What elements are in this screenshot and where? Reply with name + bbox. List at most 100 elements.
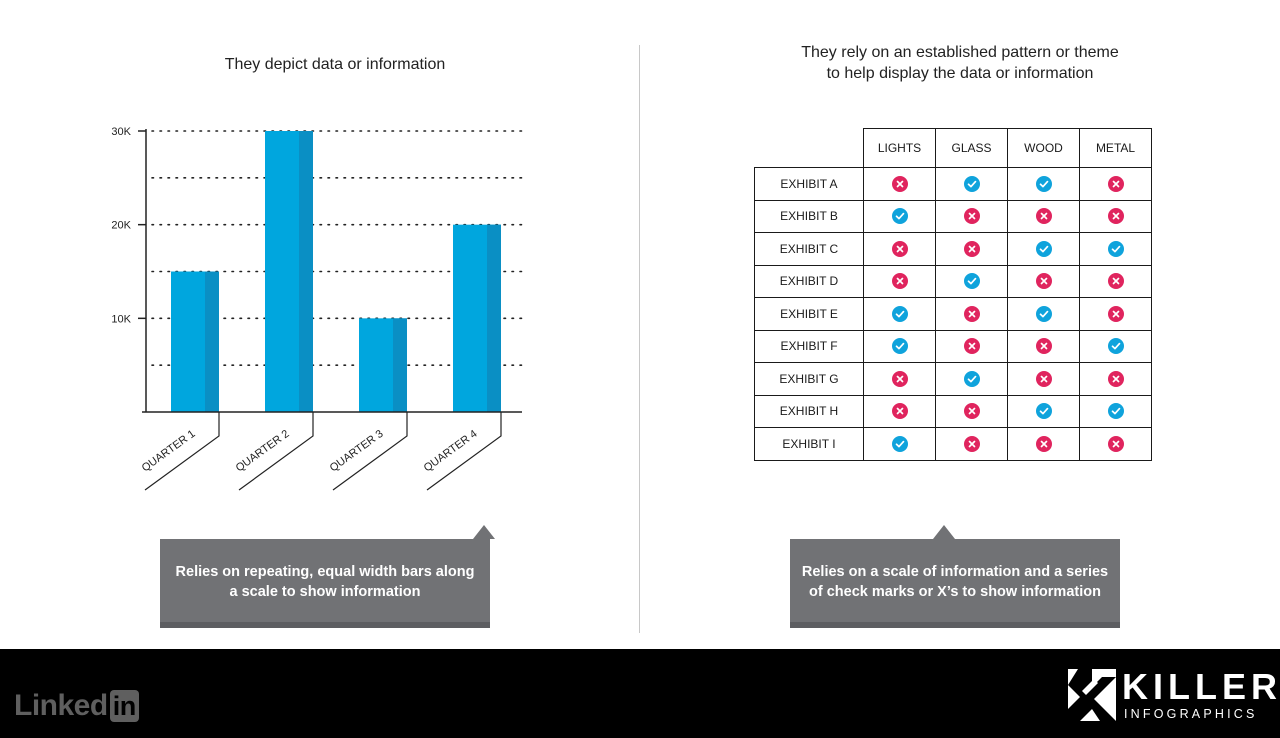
brand-name: KILLER [1122, 666, 1280, 707]
table-cell [935, 232, 1008, 266]
y-tick-label: 20K [111, 220, 131, 232]
linkedin-wordmark: Linked [14, 689, 108, 722]
cross-icon [1035, 338, 1052, 355]
row-label: EXHIBIT H [754, 394, 864, 428]
table-row: EXHIBIT C [754, 232, 1152, 266]
cross-icon [1107, 370, 1124, 387]
column-header-lights: LIGHTS [863, 128, 936, 168]
table-cell [1007, 427, 1080, 461]
y-tick-label: 30K [111, 126, 131, 138]
check-icon [891, 435, 908, 452]
table-cell [935, 297, 1008, 331]
left-title: They depict data or information [224, 56, 446, 73]
callout-pointer [473, 525, 495, 539]
category-guide-line [238, 412, 314, 491]
row-label: EXHIBIT B [754, 199, 864, 233]
cross-icon [963, 240, 980, 257]
table-cell [863, 297, 936, 331]
category-label: QUARTER 2 [234, 428, 292, 475]
callout-table: Relies on a scale of information and a s… [790, 525, 1120, 628]
cross-icon [1107, 208, 1124, 225]
table-cell [1007, 297, 1080, 331]
table-cell [1079, 394, 1152, 428]
table-cell [863, 394, 936, 428]
cross-icon [1035, 208, 1052, 225]
cross-icon [891, 240, 908, 257]
cross-icon [963, 338, 980, 355]
check-icon [891, 338, 908, 355]
table-cell [935, 329, 1008, 363]
row-label: EXHIBIT G [754, 362, 864, 396]
center-divider [639, 45, 640, 633]
bar-shade-4 [487, 224, 501, 412]
row-label: EXHIBIT C [754, 232, 864, 266]
category-label: QUARTER 4 [422, 428, 480, 475]
cross-icon [1035, 435, 1052, 452]
bar-shade-1 [205, 271, 219, 412]
footer-bar: Linked in KILLER INFOGRAPHICS [0, 649, 1280, 738]
table-row: EXHIBIT E [754, 297, 1152, 331]
cross-icon [1035, 273, 1052, 290]
table-cell [863, 329, 936, 363]
table-row: EXHIBIT D [754, 264, 1152, 298]
row-label: EXHIBIT E [754, 297, 864, 331]
table-cell [1079, 362, 1152, 396]
table-cell [863, 427, 936, 461]
cross-icon [1107, 305, 1124, 322]
table-cell [1007, 167, 1080, 201]
y-tick-label: 10K [111, 313, 131, 325]
cross-icon [1107, 175, 1124, 192]
table-cell [1079, 199, 1152, 233]
callout-right-line-1: Relies on a scale of information and a s… [801, 564, 1109, 580]
table-cell [935, 394, 1008, 428]
row-label: EXHIBIT I [754, 427, 864, 461]
check-icon [1107, 240, 1124, 257]
category-label: QUARTER 3 [328, 428, 386, 475]
table-cell [863, 232, 936, 266]
check-icon [1035, 305, 1052, 322]
table-cell [1007, 362, 1080, 396]
cross-icon [963, 435, 980, 452]
table-row: EXHIBIT G [754, 362, 1152, 396]
check-icon [1035, 175, 1052, 192]
callout-left-line-1: Relies on repeating, equal width bars al… [175, 564, 475, 580]
table-row: EXHIBIT F [754, 329, 1152, 363]
table-cell [1079, 329, 1152, 363]
column-header-metal: METAL [1079, 128, 1152, 168]
column-header-wood: WOOD [1007, 128, 1080, 168]
row-label: EXHIBIT D [754, 264, 864, 298]
check-icon [1035, 403, 1052, 420]
table-cell [863, 362, 936, 396]
check-icon [1107, 403, 1124, 420]
table-cell [1007, 264, 1080, 298]
check-icon [1035, 240, 1052, 257]
table-cell [1007, 394, 1080, 428]
callout-left-line-2: a scale to show information [229, 584, 421, 600]
check-icon [891, 208, 908, 225]
table-cell [1007, 232, 1080, 266]
right-title-line-1: They rely on an established pattern or t… [801, 44, 1119, 61]
callout-bar-chart: Relies on repeating, equal width bars al… [160, 525, 495, 628]
cross-icon [1107, 273, 1124, 290]
table-cell [863, 264, 936, 298]
linkedin-logo: Linked in [14, 689, 139, 723]
table-cell [1079, 427, 1152, 461]
table-cell [863, 199, 936, 233]
table-cell [935, 264, 1008, 298]
killer-infographics-logo-icon [1068, 669, 1116, 721]
brand-subtitle: INFOGRAPHICS [1124, 707, 1258, 721]
bar-shade-3 [393, 318, 407, 412]
table-cell [935, 167, 1008, 201]
table-row: EXHIBIT H [754, 394, 1152, 428]
cross-icon [891, 273, 908, 290]
check-icon [963, 273, 980, 290]
table-cell [935, 427, 1008, 461]
table-cell [1079, 264, 1152, 298]
cross-icon [963, 403, 980, 420]
cross-icon [1035, 370, 1052, 387]
bar-chart: QUARTER 1 QUARTER 2 QUARTER 3 QUARTER 4 10K 2… [111, 126, 523, 491]
cross-icon [1107, 435, 1124, 452]
cross-icon [891, 403, 908, 420]
table-cell [935, 199, 1008, 233]
table-cell [1079, 297, 1152, 331]
